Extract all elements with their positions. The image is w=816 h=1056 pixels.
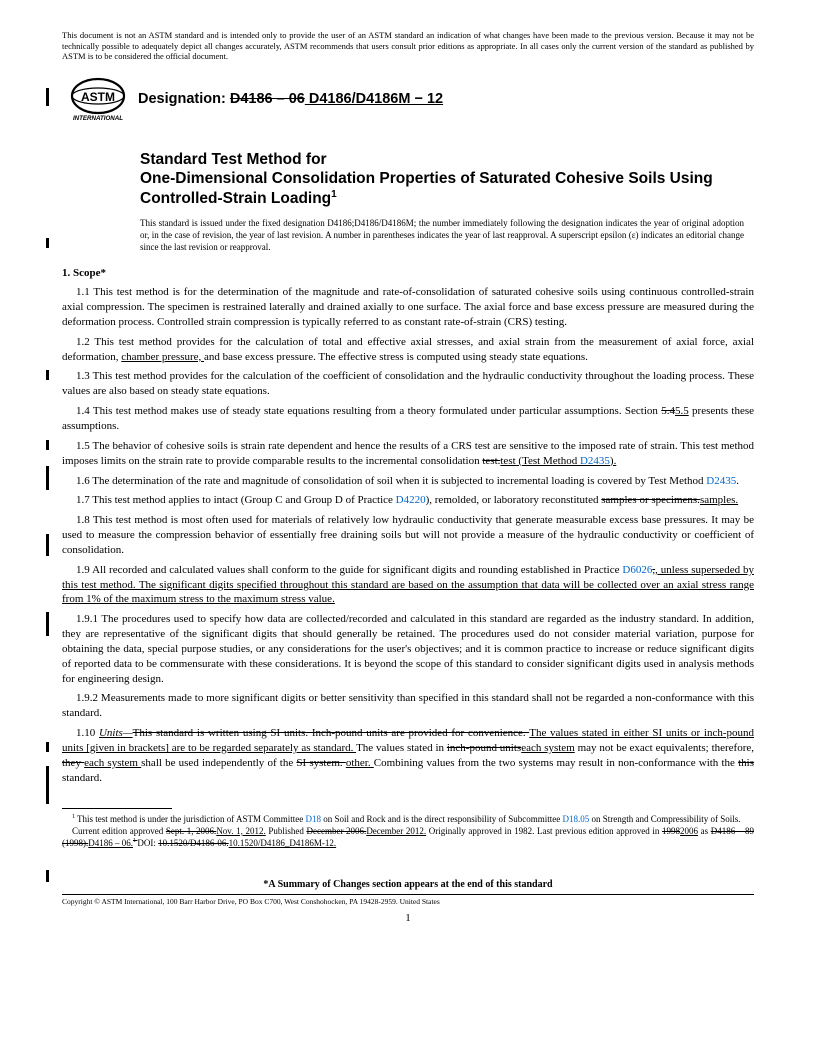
para-1-4: 1.4 This test method makes use of steady… [62, 404, 754, 434]
page-number: 1 [62, 912, 754, 924]
disclaimer-text: This document is not an ASTM standard an… [62, 30, 754, 62]
change-bar [46, 370, 49, 380]
change-bar [46, 440, 49, 450]
para-1-1: 1.1 This test method is for the determin… [62, 285, 754, 330]
para-1-10: 1.10 Units—This standard is written usin… [62, 726, 754, 785]
scope-heading: 1. Scope* [62, 267, 754, 279]
footnote-2: Current edition approved Sept. 1, 2006.N… [62, 825, 754, 849]
title-block: Standard Test Method for One-Dimensional… [140, 150, 754, 208]
header-row: ASTM INTERNATIONAL Designation: D4186 – … [68, 76, 754, 122]
issuance-note: This standard is issued under the fixed … [140, 218, 744, 253]
svg-text:ASTM: ASTM [81, 90, 115, 104]
para-1-6: 1.6 The determination of the rate and ma… [62, 474, 754, 489]
footnote-1: 1 This test method is under the jurisdic… [62, 813, 754, 825]
para-1-2: 1.2 This test method provides for the ca… [62, 335, 754, 365]
designation: Designation: D4186 – 06 D4186/D4186M − 1… [138, 91, 443, 107]
change-bar [46, 88, 49, 106]
para-1-9-2: 1.9.2 Measurements made to more signific… [62, 691, 754, 721]
change-bar [46, 742, 49, 752]
copyright: Copyright © ASTM International, 100 Barr… [62, 894, 754, 906]
para-1-8: 1.8 This test method is most often used … [62, 513, 754, 558]
summary-note: *A Summary of Changes section appears at… [62, 879, 754, 890]
astm-logo: ASTM INTERNATIONAL [68, 76, 128, 122]
footnote-rule [62, 808, 172, 809]
svg-text:INTERNATIONAL: INTERNATIONAL [73, 115, 123, 122]
change-bar [46, 870, 49, 882]
para-1-3: 1.3 This test method provides for the ca… [62, 369, 754, 399]
para-1-5: 1.5 The behavior of cohesive soils is st… [62, 439, 754, 469]
change-bar [46, 466, 49, 490]
change-bar [46, 238, 49, 248]
change-bar [46, 534, 49, 556]
para-1-9-1: 1.9.1 The procedures used to specify how… [62, 612, 754, 686]
change-bar [46, 766, 49, 804]
para-1-9: 1.9 All recorded and calculated values s… [62, 563, 754, 608]
change-bar [46, 612, 49, 636]
para-1-7: 1.7 This test method applies to intact (… [62, 493, 754, 508]
